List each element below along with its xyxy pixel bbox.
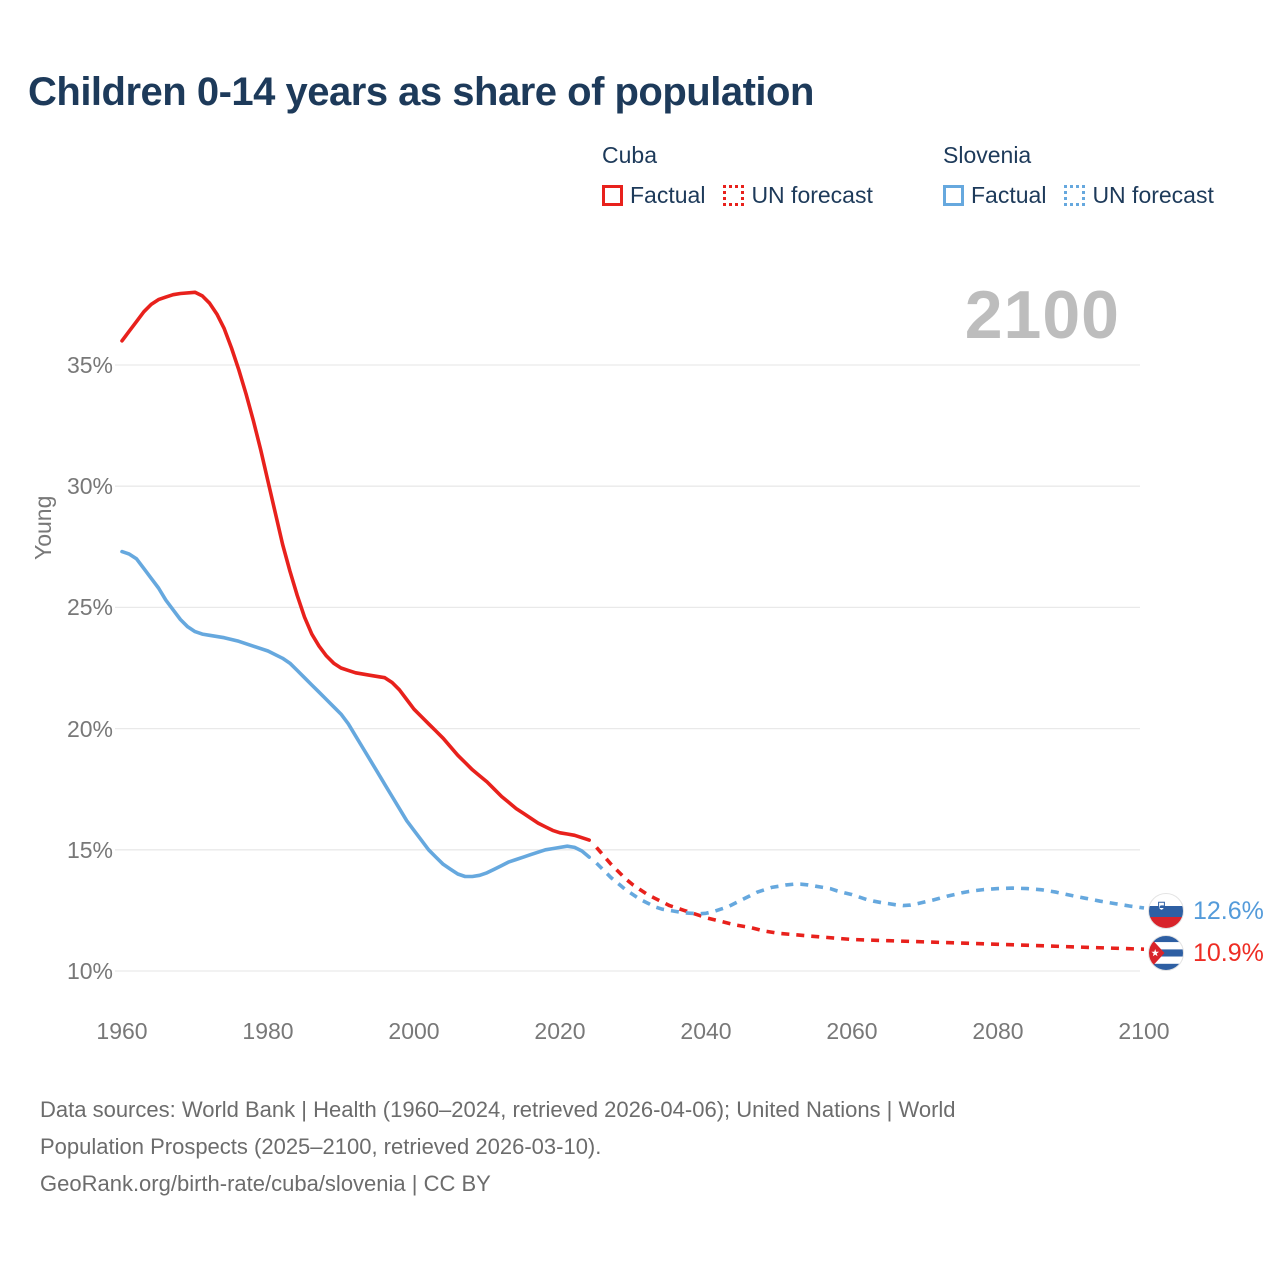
x-tick-label: 1960 [96, 1018, 148, 1044]
y-tick-label: 20% [66, 715, 113, 742]
slovenia-flag-icon [1148, 893, 1184, 929]
footer-attribution: Data sources: World Bank | Health (1960–… [40, 1091, 956, 1202]
x-tick-label: 2060 [826, 1018, 878, 1044]
y-axis-title: Young [30, 495, 56, 560]
x-tick-label: 2100 [1118, 1018, 1170, 1044]
cuba-factual-swatch-icon [602, 185, 623, 206]
footer-line: GeoRank.org/birth-rate/cuba/slovenia | C… [40, 1171, 491, 1196]
legend-group-cuba: Cuba Factual UN forecast [602, 142, 891, 209]
legend-label: UN forecast [751, 182, 873, 208]
end-label-cuba: 10.9% [1148, 935, 1264, 971]
y-tick-label: 15% [66, 836, 113, 863]
legend-item-slovenia-forecast: UN forecast [1064, 182, 1214, 209]
legend-item-cuba-factual: Factual [602, 182, 705, 209]
x-tick-label: 2080 [972, 1018, 1024, 1044]
series-cuba-un-forecast [595, 846, 1145, 951]
legend-label: Factual [630, 182, 706, 208]
slovenia-end-value: 12.6% [1193, 896, 1264, 925]
x-tick-label: 2000 [388, 1018, 440, 1044]
y-tick-label: 25% [66, 594, 113, 621]
legend-group-slovenia: Slovenia Factual UN forecast [943, 142, 1232, 209]
cuba-forecast-swatch-icon [723, 185, 745, 206]
y-tick-label: 35% [66, 352, 113, 378]
legend-country-slovenia: Slovenia [943, 142, 1032, 168]
legend-country-cuba: Cuba [602, 142, 657, 168]
legend-item-cuba-forecast: UN forecast [723, 182, 873, 209]
end-label-slovenia: 12.6% [1148, 893, 1264, 929]
footer-line: Data sources: World Bank | Health (1960–… [40, 1097, 956, 1122]
slovenia-forecast-swatch-icon [1064, 185, 1086, 206]
slovenia-factual-swatch-icon [943, 185, 964, 206]
cuba-flag-icon [1148, 935, 1184, 971]
series-slovenia-factual [120, 549, 591, 879]
y-tick-label: 10% [66, 958, 113, 984]
x-tick-label: 2020 [534, 1018, 586, 1044]
page-title: Children 0-14 years as share of populati… [28, 70, 814, 114]
legend-label: UN forecast [1092, 182, 1214, 208]
x-tick-label: 1980 [242, 1018, 294, 1044]
cuba-end-value: 10.9% [1193, 938, 1264, 967]
series-cuba-factual [120, 290, 591, 842]
x-tick-label: 2040 [680, 1018, 732, 1044]
legend-label: Factual [971, 182, 1047, 208]
footer-line: Population Prospects (2025–2100, retriev… [40, 1134, 602, 1159]
legend-item-slovenia-factual: Factual [943, 182, 1046, 209]
year-watermark: 2100 [964, 277, 1120, 353]
series-slovenia-un-forecast [595, 861, 1145, 916]
y-tick-label: 30% [66, 473, 113, 500]
